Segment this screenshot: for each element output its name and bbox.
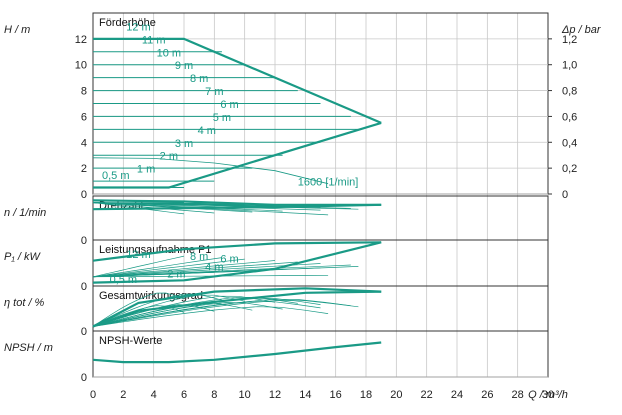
x-tick-label: 6 (181, 389, 187, 401)
y-axis-label-head: H / m (4, 24, 30, 36)
speed-curve (92, 257, 222, 278)
y-tick-label: 10 (75, 60, 87, 72)
head-curve (92, 157, 329, 185)
speed-curve (92, 300, 359, 327)
head-curve-label: 1600 [1/min] (298, 177, 359, 189)
x-tick-label: 0 (90, 389, 96, 401)
y2-tick-label: 0,2 (562, 163, 577, 175)
y-tick-label: 6 (81, 111, 87, 123)
x-tick-label: 18 (360, 389, 372, 401)
head-curve-label: 0,5 m (102, 170, 130, 182)
power-curve-label: 6 m (220, 253, 238, 265)
panel-title-npsh: NPSH-Werte (99, 335, 162, 347)
y-tick-label: 0 (81, 189, 87, 201)
x-tick-label: 14 (299, 389, 311, 401)
panel-title-power: Leistungsaufnahme P1 (99, 244, 212, 256)
y-tick-label: 0 (81, 235, 87, 247)
x-tick-label: 8 (211, 389, 217, 401)
head-curve-label: 11 m (142, 34, 166, 46)
head-curve-label: 12 m (126, 21, 150, 33)
y-tick-label: 4 (81, 137, 87, 149)
x-axis-label: Q / m³/h (528, 389, 568, 401)
speed-curve (92, 273, 185, 278)
y2-tick-label: 0,6 (562, 111, 577, 123)
y-tick-label: 0 (81, 372, 87, 384)
power-curve-label: 2 m (167, 268, 185, 280)
head-curve-label: 2 m (160, 151, 178, 163)
speed-curve (92, 202, 321, 211)
head-curve-label: 6 m (220, 99, 238, 111)
speed-curve (92, 261, 298, 278)
power-curve-label: 4 m (205, 261, 223, 273)
head-curve-label: 7 m (205, 86, 223, 98)
y-tick-label: 0 (81, 326, 87, 338)
x-tick-label: 12 (269, 389, 281, 401)
envelope-min-power (92, 241, 382, 284)
y2-axis-label: Δp / bar (561, 24, 602, 36)
npsh-curve (92, 341, 382, 364)
y-tick-label: 0 (81, 281, 87, 293)
speed-curve (92, 258, 245, 278)
head-curve-label: 8 m (190, 73, 208, 85)
y2-tick-label: 0,4 (562, 137, 577, 149)
speed-curve (92, 263, 321, 278)
y2-tick-label: 0,8 (562, 86, 577, 98)
envelope-max-efficiency (92, 287, 382, 328)
envelope-min-efficiency (92, 290, 382, 328)
envelope-max-power (92, 241, 382, 262)
x-tick-label: 22 (421, 389, 433, 401)
x-tick-label: 24 (451, 389, 463, 401)
y-axis-label-speed: n / 1/min (4, 207, 46, 219)
y-axis-label-npsh: NPSH / m (4, 342, 53, 354)
x-tick-label: 4 (151, 389, 157, 401)
envelope-max-head (93, 37, 382, 124)
envelope-min-head (93, 121, 382, 189)
x-tick-label: 28 (512, 389, 524, 401)
speed-curve (92, 292, 185, 327)
speed-curve (92, 303, 253, 327)
head-curve-label: 9 m (175, 60, 193, 72)
y-axis-label-efficiency: η tot / % (4, 297, 45, 309)
envelope-min-speed (92, 203, 382, 211)
y-axis-label-power: P₁ / kW (4, 251, 41, 263)
x-tick-label: 26 (481, 389, 493, 401)
head-curve-label: 3 m (175, 138, 193, 150)
x-tick-label: 16 (330, 389, 342, 401)
power-curve-label: 0,5 m (110, 274, 138, 286)
x-tick-label: 2 (120, 389, 126, 401)
panel-title-head: Förderhöhe (99, 17, 156, 29)
speed-curve (92, 255, 185, 278)
speed-curve (92, 301, 321, 327)
x-tick-label: 20 (390, 389, 402, 401)
y-tick-label: 8 (81, 86, 87, 98)
speed-curve (92, 306, 329, 327)
x-tick-label: 10 (239, 389, 251, 401)
x-tick-label: 30 (542, 389, 554, 401)
speed-curve (92, 202, 359, 210)
speed-curve (92, 302, 283, 327)
y2-tick-label: 1,2 (562, 34, 577, 46)
y-tick-label: 2 (81, 163, 87, 175)
head-curve-label: 1 m (137, 164, 155, 176)
head-curve-label: 5 m (213, 112, 231, 124)
power-curve-label: 8 m (190, 251, 208, 263)
speed-curve (92, 260, 276, 278)
y2-tick-label: 0 (562, 189, 568, 201)
head-curve-label: 10 m (157, 47, 181, 59)
head-curve-label: 4 m (198, 125, 216, 137)
y-tick-label: 12 (75, 34, 87, 46)
y2-tick-label: 1,0 (562, 60, 577, 72)
